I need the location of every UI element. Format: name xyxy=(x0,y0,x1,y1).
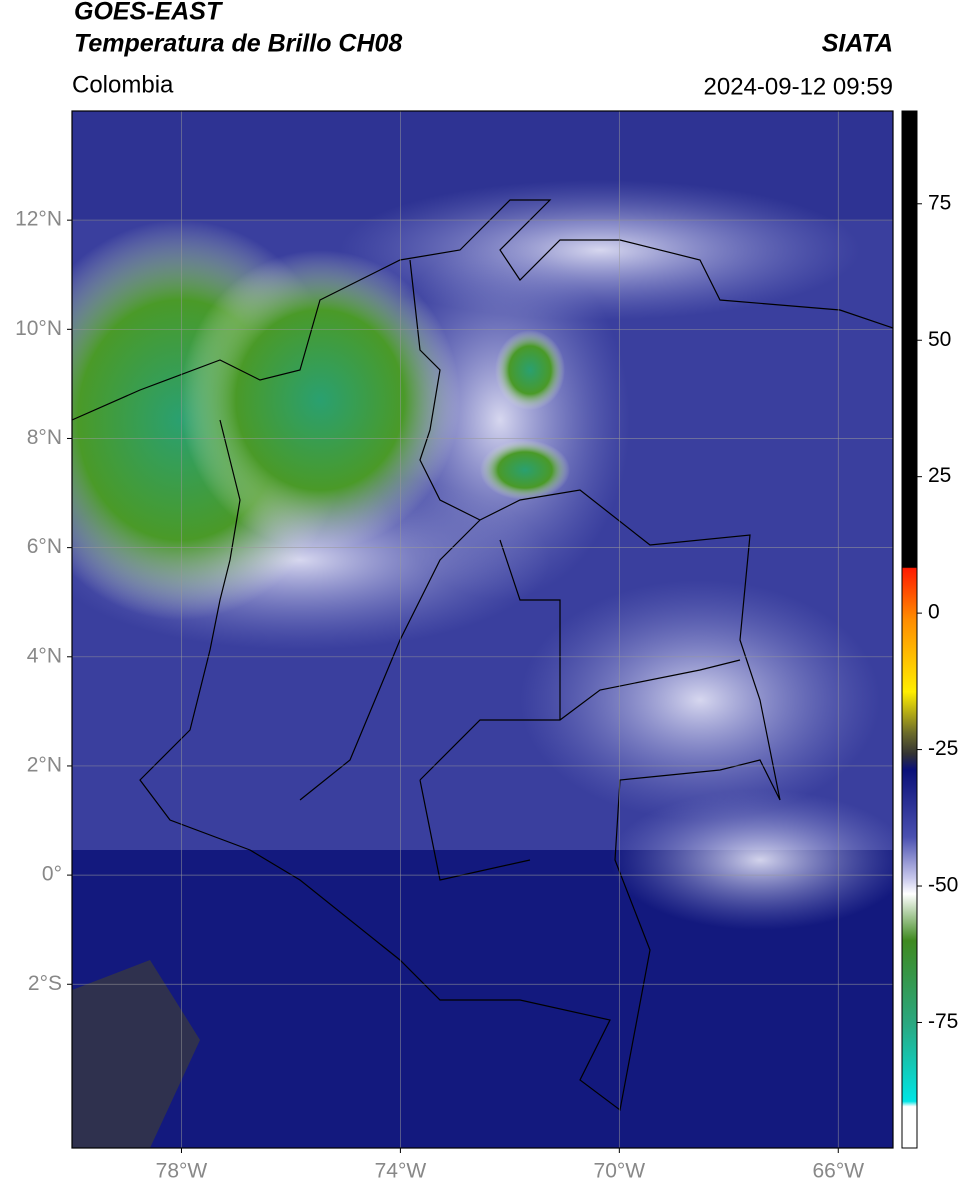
colorbar-tick-label: 25 xyxy=(928,464,951,487)
y-tick-label: 12°N xyxy=(15,208,62,231)
y-tick-label: 4°N xyxy=(27,644,62,667)
satellite-image xyxy=(72,111,893,1148)
y-tick-label: 8°N xyxy=(27,426,62,449)
colorbar-tick-label: -75 xyxy=(928,1010,958,1033)
x-tick-label: 78°W xyxy=(156,1160,208,1183)
colorbar-tick-label: 0 xyxy=(928,601,940,624)
x-tick-label: 66°W xyxy=(812,1160,864,1183)
y-tick-label: 6°N xyxy=(27,535,62,558)
colorbar xyxy=(901,110,918,1149)
colorbar-tick-label: 50 xyxy=(928,328,951,351)
x-tick-label: 70°W xyxy=(594,1160,646,1183)
source: SIATA xyxy=(822,30,893,58)
datetime: 2024-09-12 09:59 xyxy=(704,73,894,100)
y-tick-label: 10°N xyxy=(15,317,62,340)
colorbar-tick-label: -25 xyxy=(928,737,958,760)
grid xyxy=(72,111,893,1148)
title: GOES-EAST xyxy=(74,0,224,26)
y-tick-label: 2°S xyxy=(28,972,62,995)
y-tick-label: 0° xyxy=(42,863,62,886)
colorbar-tick-label: 75 xyxy=(928,191,951,214)
map-frame xyxy=(71,110,894,1149)
y-tick-label: 2°N xyxy=(27,753,62,776)
colorbar-tick-label: -50 xyxy=(928,874,958,897)
region: Colombia xyxy=(72,71,174,98)
subtitle: Temperatura de Brillo CH08 xyxy=(74,30,402,58)
x-tick-label: 74°W xyxy=(375,1160,427,1183)
